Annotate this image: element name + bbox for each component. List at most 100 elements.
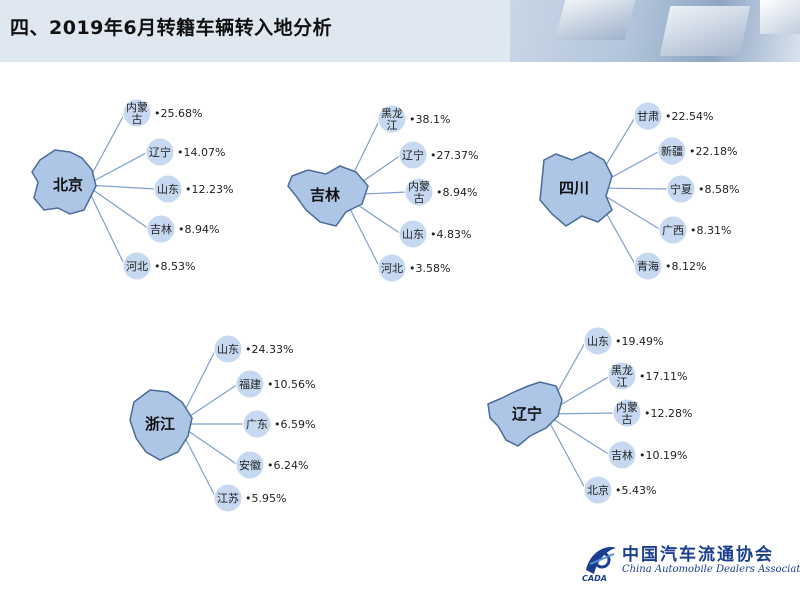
destination-node [398,219,428,249]
destination-node [122,251,152,281]
share-percentage-label: •8.94% [178,223,219,236]
header-banner: 四、2019年6月转籍车辆转入地分析 [0,0,800,62]
logo-abbreviation: CADA [582,574,607,583]
share-percentage-label: •8.94% [436,186,477,199]
destination-node [633,251,663,281]
destination-label: 辽宁 [402,148,424,162]
destination-node [607,361,637,391]
destination-label: 广东 [246,418,268,431]
destination-node [633,101,663,131]
share-percentage-label: •19.49% [615,335,663,348]
destination-label: 北京 [587,483,609,497]
destination-node [213,483,243,513]
destination-label: 吉林 [611,448,633,462]
share-percentage-label: •27.37% [430,149,478,162]
share-percentage-label: •17.11% [639,370,687,383]
destination-label: 河北 [381,262,403,275]
destination-node [607,440,637,470]
destination-node [377,104,407,134]
share-percentage-label: •25.68% [154,107,202,120]
share-percentage-label: •10.19% [639,449,687,462]
share-percentage-label: •22.54% [665,110,713,123]
destination-label: 福建 [239,377,261,391]
share-percentage-label: •38.1% [409,113,450,126]
destination-node [242,409,272,439]
destination-label: 宁夏 [670,182,692,196]
destination-node [122,98,152,128]
destination-label: 黑龙江 [611,364,633,389]
destination-label: 内蒙古 [126,100,148,126]
share-percentage-label: •4.83% [430,228,471,241]
connector-line [544,413,587,491]
hub-province-label: 四川 [559,179,589,197]
destination-node [658,215,688,245]
destination-label: 山东 [157,183,179,196]
destination-label: 安徽 [239,458,261,472]
share-percentage-label: •12.23% [185,183,233,196]
province-map-shape [129,389,193,461]
destination-node [145,137,175,167]
connector-line [544,413,611,456]
destination-node [235,369,265,399]
region-group-2: 吉林 黑龙江 •38.1% 辽宁 •27.37% 内蒙古 •8.94% 山东 •4.83% 河北 •… [287,104,478,283]
province-map-shape [31,149,97,215]
destination-node [657,136,687,166]
destination-label: 甘肃 [637,110,659,123]
destination-label: 内蒙古 [616,400,638,426]
connector-line [85,184,126,267]
share-percentage-label: •5.95% [245,492,286,505]
destination-label: 辽宁 [149,145,171,159]
cada-logo-mark-icon [586,546,616,574]
destination-node [583,326,613,356]
share-percentage-label: •8.58% [698,183,739,196]
destination-node [146,214,176,244]
destination-label: 广西 [662,224,684,237]
destination-node [377,253,407,283]
share-percentage-label: •22.18% [689,145,737,158]
destination-label: 内蒙古 [408,179,430,205]
province-map-shape [487,381,563,447]
region-group-1: 北京 内蒙古 •25.68% 辽宁 •14.07% 山东 •12.23% 吉林 •8.94% 河北… [31,98,233,281]
logo-chinese-name: 中国汽车流通协会 [622,545,774,565]
region-group-5: 辽宁 山东 •19.49% 黑龙江 •17.11% 内蒙古 •12.28% 吉林 •10.19%… [487,326,692,505]
destination-label: 河北 [126,260,148,273]
share-percentage-label: •3.58% [409,262,450,275]
connector-line [85,184,150,230]
share-percentage-label: •8.53% [154,260,195,273]
province-map-shape [287,165,369,227]
destination-label: 山东 [402,228,424,241]
destination-label: 吉林 [150,222,172,236]
hub-province-label: 北京 [53,176,83,194]
hub-province-label: 浙江 [145,415,175,433]
share-percentage-label: •12.28% [644,407,692,420]
region-group-3: 四川 甘肃 •22.54% 新疆 •22.18% 宁夏 •8.58% 广西 •8.31% 青海 •8… [539,101,739,281]
cada-logo: CADA 中国汽车流通协会 China Automobile Dealers A… [580,538,800,586]
province-map-shape [539,151,613,227]
share-percentage-label: •6.59% [274,418,315,431]
logo-english-name: China Automobile Dealers Association [622,564,800,575]
destination-node [612,398,642,428]
hub-province-label: 辽宁 [512,405,542,423]
share-percentage-label: •5.43% [615,484,656,497]
page-title: 四、2019年6月转籍车辆转入地分析 [10,17,333,39]
connector-line [85,151,149,186]
connector-line [85,184,157,190]
destination-node [404,177,434,207]
region-group-4: 浙江 山东 •24.33% 福建 •10.56% 广东 •6.59% 安徽 •6.24% 江苏 •5… [129,334,315,513]
share-percentage-label: •10.56% [267,378,315,391]
destination-label: 新疆 [661,144,683,158]
destination-label: 青海 [637,259,659,273]
destination-node [398,140,428,170]
header-cube-graphic [760,0,800,34]
destination-label: 江苏 [217,492,239,505]
destination-node [153,174,183,204]
share-percentage-label: •24.33% [245,343,293,356]
destination-node [213,334,243,364]
destination-node [666,174,696,204]
share-percentage-label: •14.07% [177,146,225,159]
destination-label: 山东 [587,335,609,348]
share-percentage-label: •6.24% [267,459,308,472]
destination-node [583,475,613,505]
destination-label: 黑龙江 [381,107,403,132]
